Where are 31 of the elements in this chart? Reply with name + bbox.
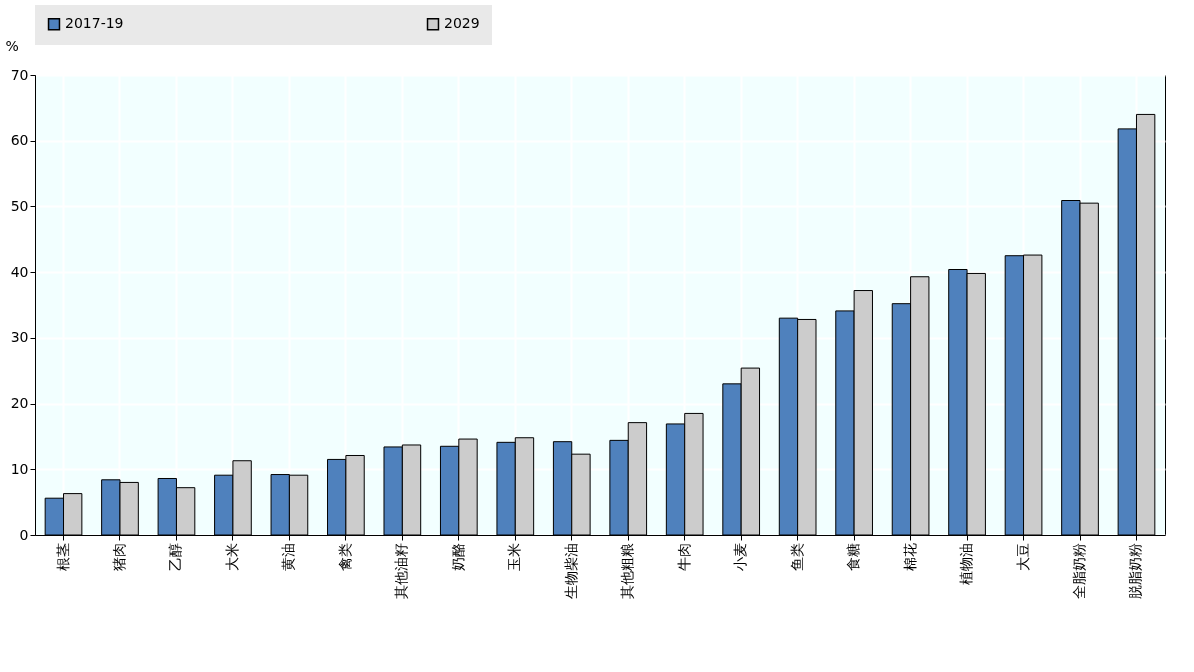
y-tick-label: 0: [19, 526, 29, 543]
x-tick-label: 棉花: [901, 542, 918, 571]
x-tick-label: 禽类: [336, 542, 353, 571]
x-tick-label: 大米: [223, 542, 240, 571]
y-tick-label: 60: [10, 132, 29, 149]
x-tick-label: 脱脂奶粉: [1127, 542, 1144, 599]
y-tick-label: 30: [10, 329, 29, 346]
x-tick-label: 食糖: [845, 542, 862, 571]
x-tick-label: 其他油籽: [393, 542, 410, 599]
x-tick-label: 奶酪: [449, 542, 466, 571]
x-tick-label: 牛肉: [675, 542, 692, 571]
y-axis-title: %: [5, 37, 19, 54]
y-tick-label: 70: [10, 66, 29, 83]
x-tick-label: 玉米: [506, 542, 523, 571]
legend-label: 2017-19: [65, 15, 124, 32]
x-tick-label: 大豆: [1014, 542, 1031, 571]
y-tick-label: 20: [10, 395, 29, 412]
x-tick-label: 乙醇: [167, 542, 184, 571]
x-tick-label: 其他粗粮: [619, 542, 636, 599]
x-tick-label: 根茎: [54, 542, 71, 571]
legend-label: 2029: [444, 15, 480, 32]
x-tick-label: 植物油: [958, 542, 975, 585]
x-tick-label: 鱼类: [788, 542, 805, 571]
x-tick-label: 黄油: [280, 542, 297, 571]
y-tick-label: 50: [10, 197, 29, 214]
x-tick-label: 生物柴油: [562, 542, 579, 599]
y-tick-label: 10: [10, 460, 29, 477]
x-tick-label: 全脂奶粉: [1071, 542, 1088, 599]
x-tick-label: 猪肉: [110, 542, 127, 571]
y-tick-label: 40: [10, 263, 29, 280]
x-tick-label: 小麦: [732, 542, 749, 571]
